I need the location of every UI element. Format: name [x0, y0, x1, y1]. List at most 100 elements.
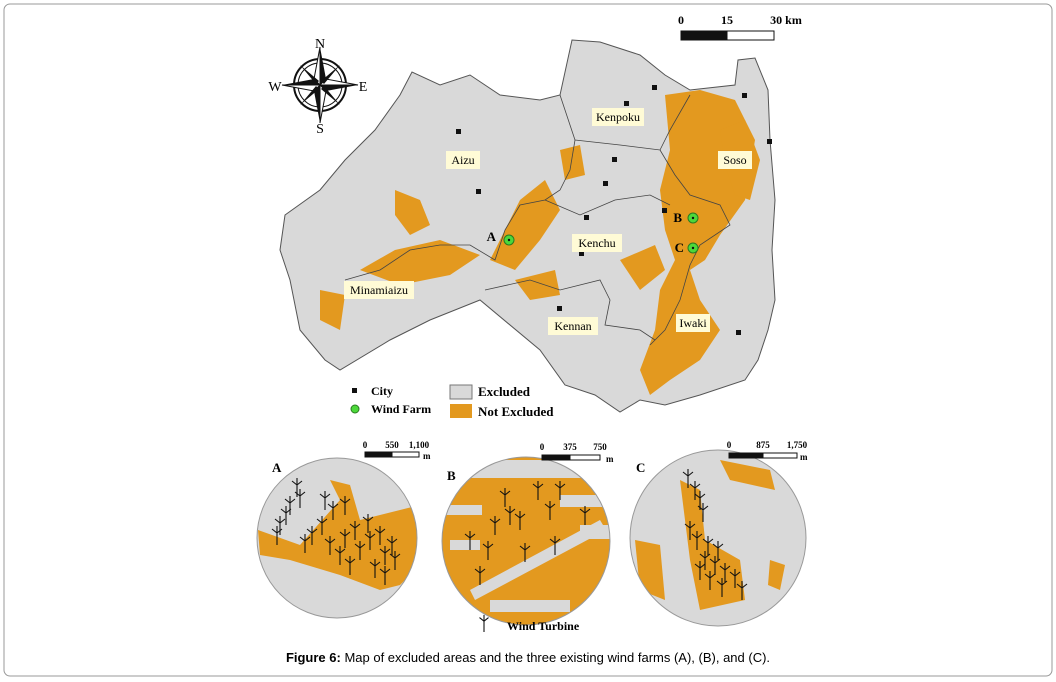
scale-label: 750	[593, 442, 607, 452]
inset-label: C	[636, 460, 645, 475]
scale-segment	[391, 451, 420, 458]
wind-turbine	[549, 536, 561, 555]
city	[579, 251, 584, 256]
legend-wind-farm-symbol	[350, 404, 360, 414]
city	[662, 208, 667, 213]
wind-turbine	[489, 516, 501, 535]
wind-turbine	[554, 481, 566, 500]
city	[603, 181, 608, 186]
region-label: Kenpoku	[596, 110, 640, 124]
turbines	[271, 469, 748, 632]
inset: A 0 550 1,100 m	[256, 440, 431, 619]
excluded-patch	[560, 495, 610, 507]
compass-point	[314, 85, 320, 123]
label-box	[446, 151, 480, 169]
scale-segment	[726, 30, 775, 41]
compass-point	[321, 86, 340, 105]
scale-label: 375	[563, 442, 577, 452]
city	[476, 189, 481, 194]
wind-turbine	[694, 561, 706, 580]
inset-border	[256, 457, 418, 619]
inset-border	[629, 449, 807, 627]
scale-label: 0	[540, 442, 545, 452]
not-excluded-patch	[680, 480, 745, 610]
wind-turbine	[479, 614, 489, 632]
wind-turbine	[499, 488, 511, 507]
wind-turbine	[579, 506, 591, 525]
compass-north: N	[315, 37, 325, 52]
wind-turbine	[719, 563, 731, 582]
scale-unit: m	[423, 451, 431, 461]
label-box	[592, 108, 644, 126]
region-label: Minamiaizu	[350, 283, 408, 297]
region-labels: Kenpoku Aizu Soso Kenchu Minamiaizu Kenn…	[344, 108, 752, 335]
wind-turbine	[354, 541, 366, 560]
label-box	[344, 281, 414, 299]
compass-south: S	[316, 122, 324, 137]
wind-turbine	[519, 543, 531, 562]
scale-segment	[680, 30, 728, 41]
scale-label: 30 km	[770, 13, 802, 27]
compass-point	[282, 79, 320, 85]
not-excluded-patch	[395, 190, 430, 235]
wind-turbine	[464, 531, 476, 550]
wind-turbine	[364, 531, 376, 550]
city	[584, 215, 589, 220]
wind-turbine	[280, 506, 292, 525]
not-excluded-patch	[720, 460, 775, 490]
wind-turbine	[349, 521, 361, 540]
wind-turbine	[482, 541, 494, 560]
wind-turbine	[691, 531, 703, 550]
wind-turbine	[327, 501, 339, 520]
wind-turbine	[334, 546, 346, 565]
wind-turbine	[716, 578, 728, 597]
wind-turbine	[319, 491, 331, 510]
wind-turbine	[697, 503, 709, 522]
wind-turbine	[704, 571, 716, 590]
wind-turbine	[284, 496, 296, 515]
city	[557, 306, 562, 311]
compass-point	[321, 65, 340, 84]
wind-turbine	[339, 496, 351, 515]
compass-point	[320, 47, 326, 85]
boundary	[544, 194, 671, 216]
inset-label: B	[447, 468, 456, 483]
scale-label: 0	[727, 440, 732, 450]
region-label: Iwaki	[679, 316, 707, 330]
legend-label: Not Excluded	[478, 404, 554, 419]
wind-farm-dot	[691, 216, 695, 220]
caption: Figure 6: Map of excluded areas and the …	[286, 650, 770, 665]
compass-point	[320, 85, 358, 91]
wind-turbine	[316, 516, 328, 535]
legend-excluded-symbol	[449, 384, 473, 400]
wind-turbine	[324, 536, 336, 555]
caption-label: Figure 6:	[286, 650, 341, 665]
wind-turbine	[362, 514, 374, 533]
city	[767, 139, 772, 144]
legend: City Wind Farm Excluded Not Excluded	[350, 384, 554, 419]
city	[742, 93, 747, 98]
wind-turbine	[294, 489, 306, 508]
region-label: Aizu	[451, 153, 474, 167]
legend-label: Excluded	[478, 384, 531, 399]
scale-segment	[762, 452, 798, 459]
inset: B 0 375 750 m	[441, 442, 614, 626]
wind-turbine	[702, 536, 714, 555]
inset-border	[441, 456, 611, 626]
inset-label: A	[272, 460, 282, 475]
compass-west: W	[268, 80, 282, 95]
wind-turbine	[374, 526, 386, 545]
scale-label: 0	[678, 13, 684, 27]
scale-label: 1,750	[787, 440, 808, 450]
wind-turbine	[514, 511, 526, 530]
city	[652, 85, 657, 90]
wind-turbine	[291, 478, 303, 497]
label-box	[548, 317, 598, 335]
turbine-legend-label: Wind Turbine	[507, 619, 580, 633]
boundary	[344, 94, 576, 281]
compass: N S E W	[268, 37, 367, 137]
wind-turbine	[694, 491, 706, 510]
label-box	[718, 151, 752, 169]
boundary	[649, 264, 691, 346]
wind-turbine	[682, 469, 694, 488]
